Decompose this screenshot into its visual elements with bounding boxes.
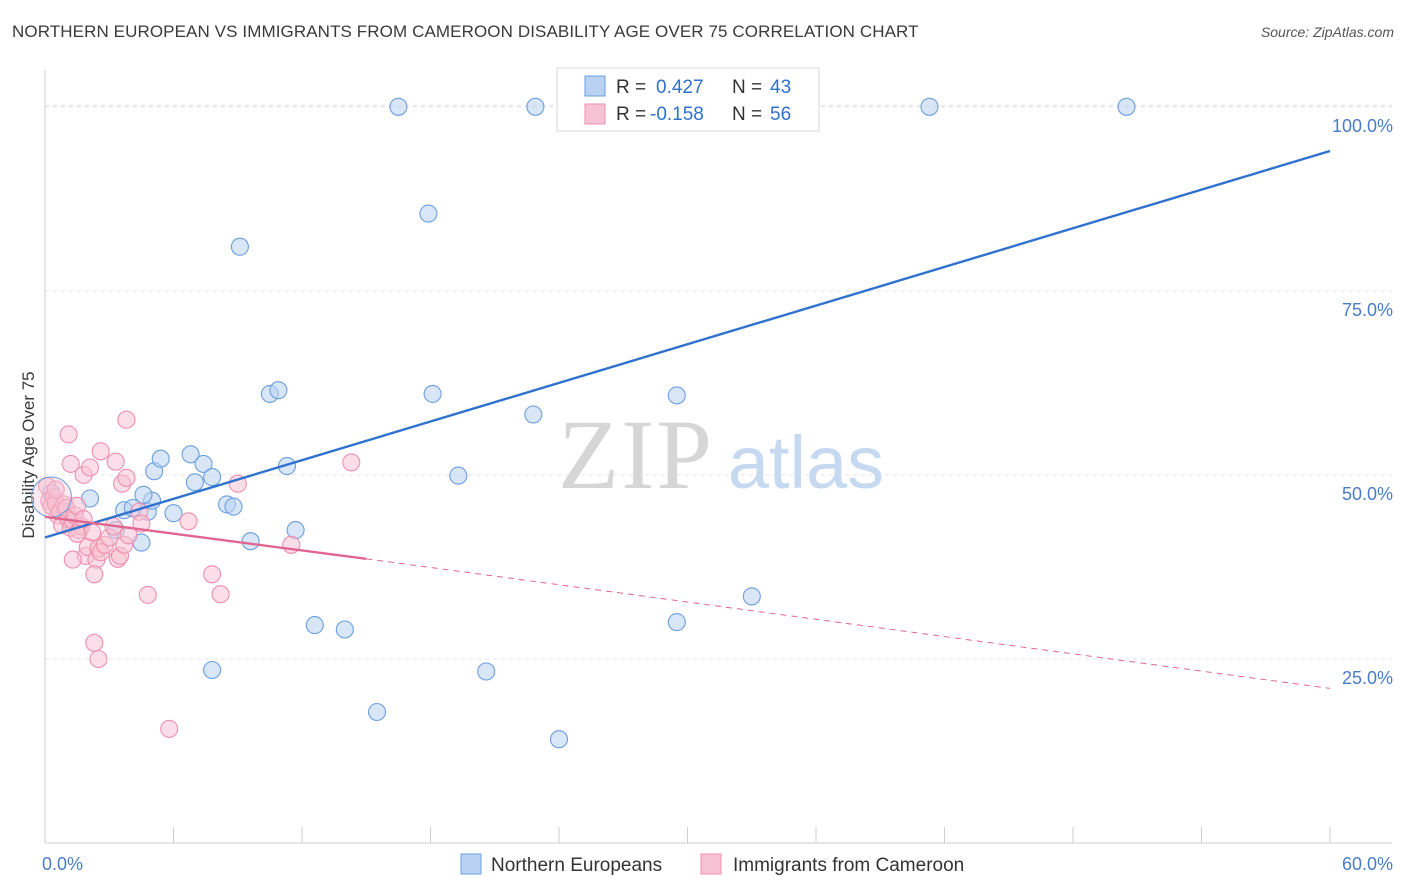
point-cameroon-51 bbox=[89, 649, 108, 669]
point-northern-europeans-37 bbox=[549, 730, 569, 749]
point-northern-europeans-10 bbox=[134, 485, 153, 504]
trend-line-northern-europeans bbox=[44, 149, 1331, 539]
trend-lines bbox=[44, 149, 1331, 689]
stats-n-label-pink: N = bbox=[732, 104, 762, 125]
point-northern-europeans-14 bbox=[181, 445, 200, 464]
chart-source: Source: ZipAtlas.com bbox=[1260, 24, 1394, 40]
point-northern-europeans-16 bbox=[194, 454, 213, 473]
stats-r-label-pink: R = bbox=[616, 104, 646, 125]
legend-label-immigrants-from-cameroon: Immigrants from Cameroon bbox=[733, 855, 964, 876]
point-northern-europeans-15 bbox=[185, 473, 204, 492]
point-northern-europeans-20 bbox=[203, 660, 222, 680]
point-northern-europeans-41 bbox=[742, 587, 761, 606]
stats-r-label-blue: R = bbox=[616, 77, 646, 98]
point-northern-europeans-33 bbox=[449, 466, 468, 485]
point-cameroon-30 bbox=[59, 425, 78, 444]
stats-n-value-pink: 56 bbox=[770, 104, 791, 125]
legend-swatch-immigrants-from-cameroon bbox=[700, 853, 722, 875]
point-cameroon-43 bbox=[138, 585, 157, 604]
data-points bbox=[30, 97, 1136, 749]
point-northern-europeans-31 bbox=[419, 204, 438, 223]
point-northern-europeans-12 bbox=[151, 449, 170, 468]
point-cameroon-50 bbox=[85, 633, 104, 652]
point-cameroon-38 bbox=[117, 410, 136, 429]
point-cameroon-37 bbox=[117, 468, 136, 487]
point-northern-europeans-13 bbox=[164, 504, 183, 523]
watermark-zip: ZIP bbox=[558, 399, 714, 510]
point-northern-europeans-17 bbox=[203, 468, 222, 487]
stats-legend-swatch-blue bbox=[584, 75, 606, 97]
point-northern-europeans-43 bbox=[1117, 97, 1136, 116]
stats-legend: R = 0.427 N = 43 R = -0.158 N = 56 bbox=[556, 67, 820, 132]
x-tick-label-1: 60.0% bbox=[1342, 854, 1393, 874]
point-northern-europeans-19 bbox=[224, 497, 243, 516]
y-axis-label: Disability Age Over 75 bbox=[19, 371, 38, 538]
trend-line-cameroon-extension bbox=[366, 558, 1331, 689]
x-tick-label-0: 0.0% bbox=[42, 854, 83, 874]
point-cameroon-33 bbox=[80, 458, 100, 477]
grid-lines bbox=[45, 105, 1392, 660]
trend-line-cameroon bbox=[44, 515, 367, 561]
point-northern-europeans-30 bbox=[389, 97, 408, 116]
y-tick-label-2: 75.0% bbox=[1342, 300, 1393, 320]
series-legend: Northern Europeans Immigrants from Camer… bbox=[460, 853, 964, 876]
y-tick-label-3: 100.0% bbox=[1332, 116, 1393, 136]
x-tick-labels: 0.0% 60.0% bbox=[42, 854, 1393, 874]
point-northern-europeans-27 bbox=[305, 616, 324, 635]
point-cameroon-49 bbox=[342, 453, 361, 472]
stats-n-value-blue: 43 bbox=[770, 77, 791, 98]
point-northern-europeans-36 bbox=[526, 97, 545, 116]
stats-legend-swatch-pink bbox=[584, 103, 606, 125]
watermark-atlas: atlas bbox=[728, 421, 884, 504]
point-cameroon-35 bbox=[106, 452, 125, 471]
axes bbox=[44, 70, 1392, 844]
point-cameroon-44 bbox=[179, 512, 198, 531]
point-cameroon-41 bbox=[63, 550, 82, 569]
stats-n-label-blue: N = bbox=[732, 77, 762, 98]
point-northern-europeans-39 bbox=[667, 613, 686, 632]
point-cameroon-46 bbox=[211, 585, 230, 604]
point-northern-europeans-22 bbox=[241, 532, 260, 551]
point-cameroon-45 bbox=[203, 565, 222, 584]
point-cameroon-52 bbox=[160, 719, 179, 738]
point-northern-europeans-32 bbox=[423, 384, 442, 403]
y-tick-label-0: 25.0% bbox=[1342, 668, 1393, 688]
point-cameroon-31 bbox=[61, 454, 80, 473]
stats-r-value-blue: 0.427 bbox=[656, 77, 704, 98]
legend-label-northern-europeans: Northern Europeans bbox=[491, 855, 662, 876]
point-northern-europeans-35 bbox=[524, 405, 543, 424]
point-northern-europeans-24 bbox=[269, 381, 288, 400]
point-northern-europeans-34 bbox=[477, 662, 496, 681]
point-northern-europeans-29 bbox=[367, 702, 387, 722]
point-cameroon-42 bbox=[85, 565, 104, 584]
y-tick-label-1: 50.0% bbox=[1342, 484, 1393, 504]
point-northern-europeans-21 bbox=[230, 237, 249, 256]
point-northern-europeans-40 bbox=[667, 386, 686, 405]
point-cameroon-34 bbox=[91, 442, 110, 461]
point-northern-europeans-42 bbox=[920, 97, 939, 116]
point-cameroon-53 bbox=[46, 480, 65, 499]
point-cluster-origin bbox=[30, 476, 72, 518]
y-tick-labels: 25.0% 50.0% 75.0% 100.0% bbox=[1332, 116, 1393, 688]
stats-r-value-pink: -0.158 bbox=[650, 104, 704, 125]
point-northern-europeans-28 bbox=[335, 620, 354, 639]
legend-swatch-northern-europeans bbox=[460, 853, 482, 875]
chart-title: NORTHERN EUROPEAN VS IMMIGRANTS FROM CAM… bbox=[12, 22, 919, 41]
